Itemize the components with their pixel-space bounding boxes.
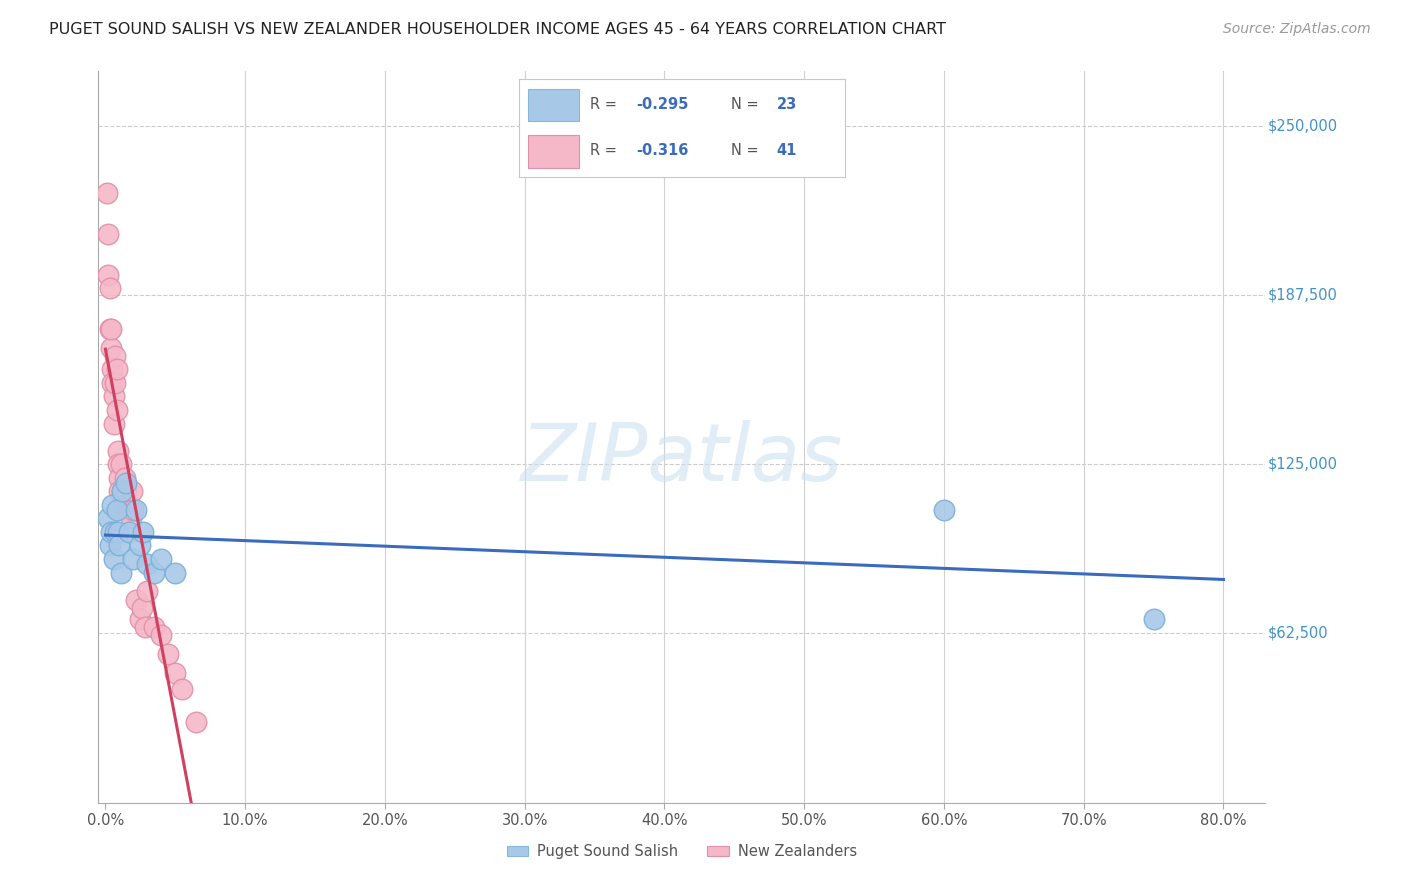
Point	[120, 511, 142, 525]
Text: $250,000: $250,000	[1268, 118, 1339, 133]
Point	[129, 611, 152, 625]
Point	[108, 484, 131, 499]
Point	[125, 503, 148, 517]
Point	[134, 620, 156, 634]
Point	[115, 476, 138, 491]
Point	[100, 322, 122, 336]
Point	[103, 389, 125, 403]
Point	[110, 457, 132, 471]
Point	[96, 186, 118, 201]
Point	[107, 457, 129, 471]
Point	[1142, 611, 1164, 625]
Point	[105, 362, 128, 376]
Text: Source: ZipAtlas.com: Source: ZipAtlas.com	[1223, 22, 1371, 37]
Text: PUGET SOUND SALISH VS NEW ZEALANDER HOUSEHOLDER INCOME AGES 45 - 64 YEARS CORREL: PUGET SOUND SALISH VS NEW ZEALANDER HOUS…	[49, 22, 946, 37]
Point	[136, 558, 159, 572]
Point	[115, 484, 138, 499]
Point	[97, 268, 120, 282]
Point	[98, 281, 121, 295]
Text: $62,500: $62,500	[1268, 626, 1329, 641]
Point	[186, 714, 208, 729]
Point	[98, 538, 121, 552]
Point	[932, 503, 955, 517]
Point	[97, 227, 120, 241]
Point	[122, 503, 145, 517]
Legend: Puget Sound Salish, New Zealanders: Puget Sound Salish, New Zealanders	[501, 838, 863, 865]
Text: $187,500: $187,500	[1268, 287, 1337, 302]
Point	[143, 566, 166, 580]
Point	[108, 471, 131, 485]
Point	[104, 376, 127, 390]
Point	[103, 417, 125, 431]
Point	[132, 524, 155, 539]
Point	[114, 471, 136, 485]
Text: ZIPatlas: ZIPatlas	[520, 420, 844, 498]
Point	[101, 362, 124, 376]
Point	[104, 524, 127, 539]
Point	[118, 524, 141, 539]
Point	[122, 552, 145, 566]
Point	[101, 376, 124, 390]
Point	[121, 484, 143, 499]
Point	[110, 566, 132, 580]
Point	[150, 628, 173, 642]
Point	[136, 584, 159, 599]
Point	[111, 484, 134, 499]
Point	[131, 600, 153, 615]
Point	[107, 524, 129, 539]
Point	[150, 552, 173, 566]
Point	[165, 566, 187, 580]
Point	[125, 592, 148, 607]
Point	[97, 511, 120, 525]
Point	[100, 524, 122, 539]
Point	[112, 498, 135, 512]
Point	[105, 403, 128, 417]
Point	[105, 503, 128, 517]
Point	[117, 498, 139, 512]
Point	[157, 647, 180, 661]
Point	[118, 503, 141, 517]
Point	[129, 538, 152, 552]
Point	[108, 538, 131, 552]
Point	[103, 552, 125, 566]
Point	[172, 681, 194, 696]
Point	[115, 503, 138, 517]
Point	[101, 498, 124, 512]
Point	[100, 341, 122, 355]
Point	[165, 665, 187, 680]
Text: $125,000: $125,000	[1268, 457, 1337, 472]
Point	[98, 322, 121, 336]
Point	[107, 443, 129, 458]
Point	[143, 620, 166, 634]
Point	[104, 349, 127, 363]
Point	[111, 484, 134, 499]
